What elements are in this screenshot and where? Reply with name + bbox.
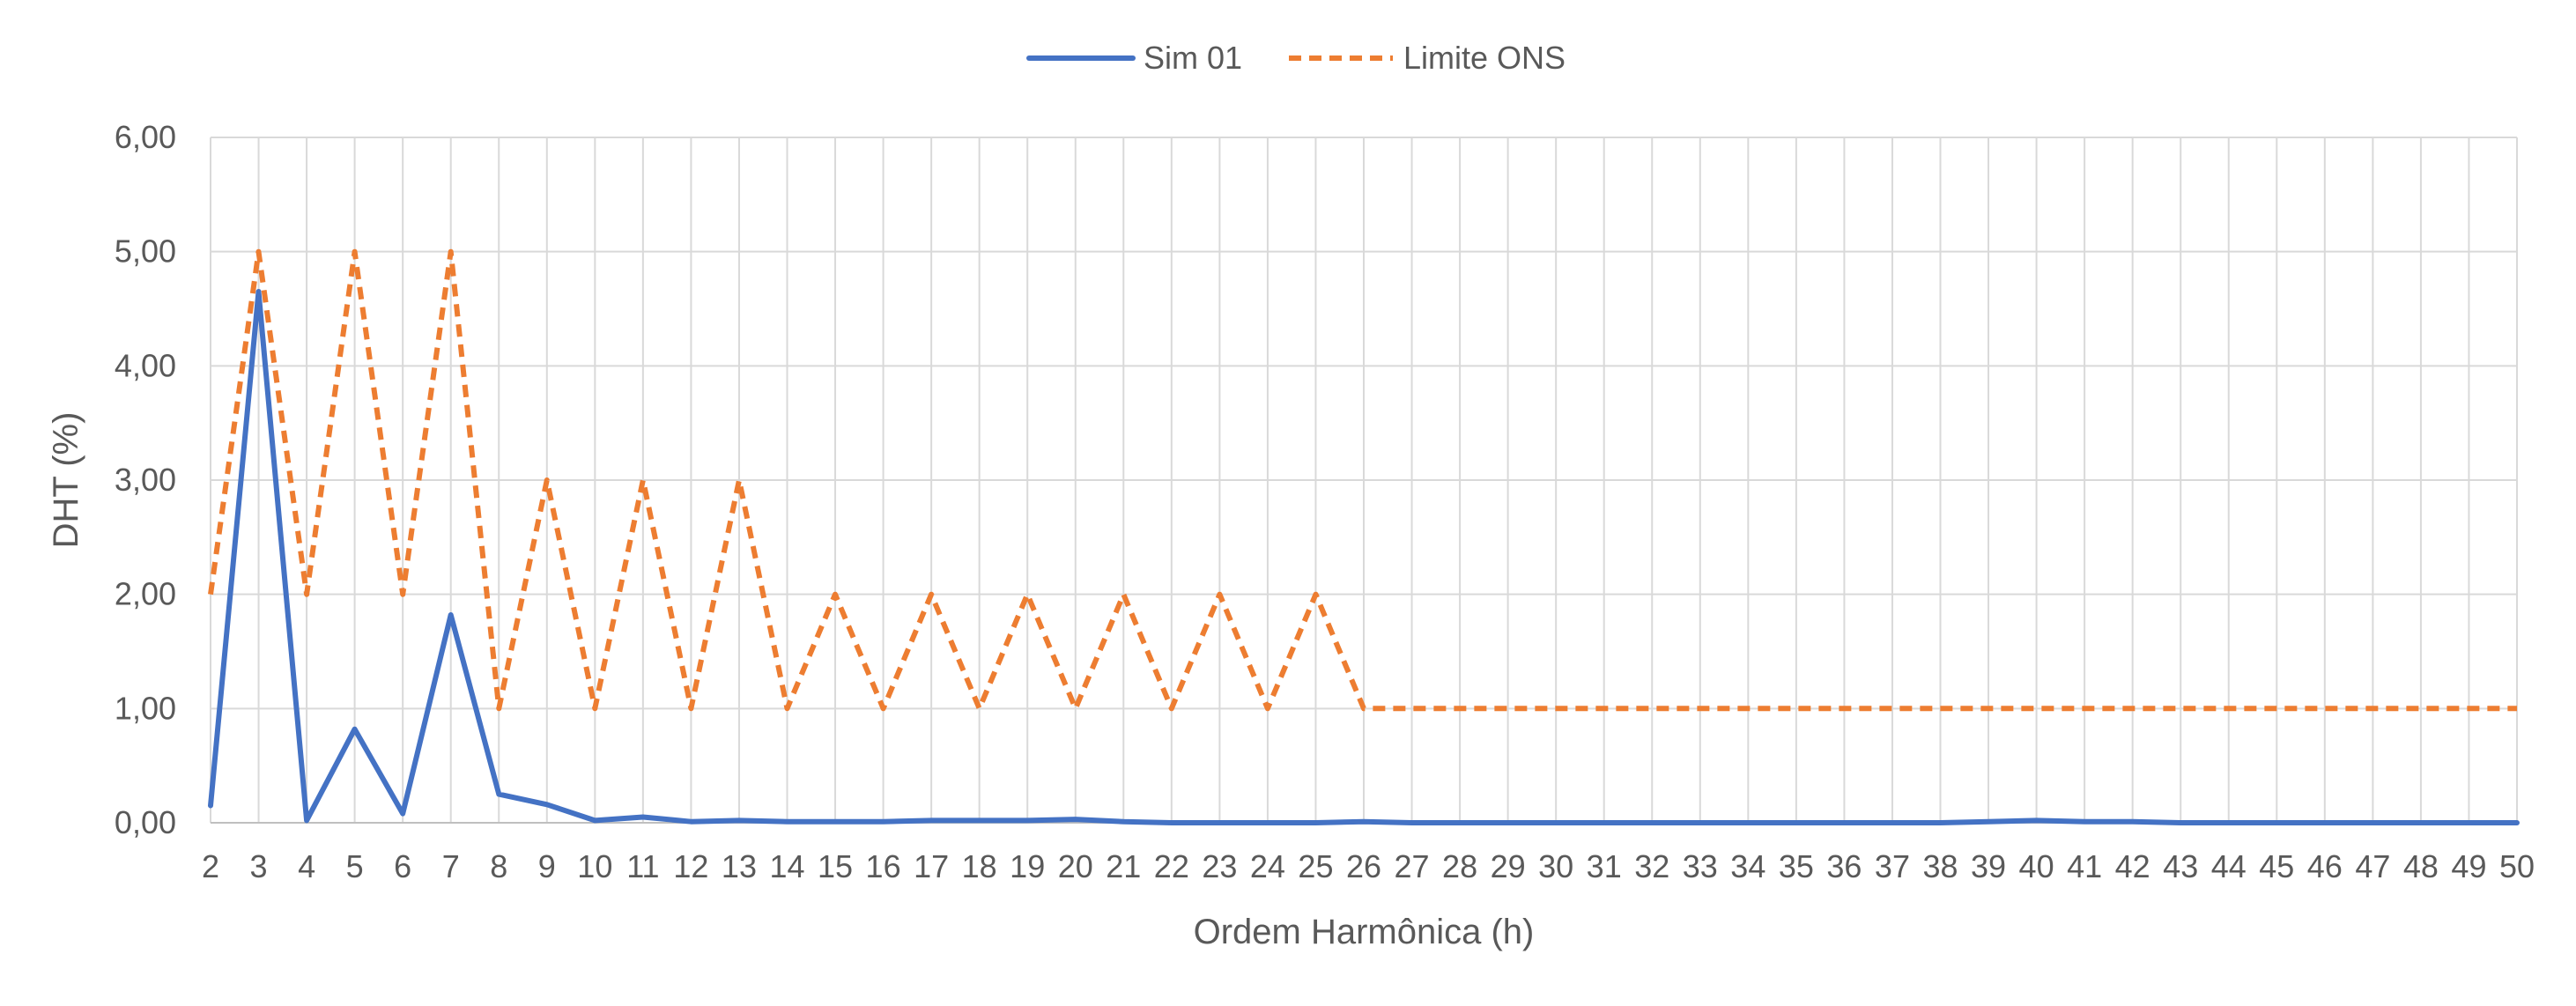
x-tick-label: 10	[577, 848, 612, 884]
x-tick-label: 40	[2019, 848, 2054, 884]
x-tick-label: 11	[626, 848, 659, 884]
x-tick-label: 46	[2307, 848, 2343, 884]
legend-label-limite-ons: Limite ONS	[1403, 40, 1566, 76]
x-tick-label: 17	[914, 848, 949, 884]
x-tick-label: 49	[2451, 848, 2486, 884]
x-tick-label: 18	[962, 848, 997, 884]
x-tick-label: 9	[538, 848, 556, 884]
x-tick-label: 39	[1971, 848, 2006, 884]
x-tick-label: 3	[250, 848, 268, 884]
y-axis-tick-labels: 0,00 1,00 2,00 3,00 4,00 5,00 6,00	[115, 119, 176, 840]
y-tick-label: 1,00	[115, 690, 176, 726]
x-tick-label: 44	[2211, 848, 2247, 884]
y-tick-label: 4,00	[115, 347, 176, 383]
y-tick-label: 2,00	[115, 576, 176, 612]
x-tick-label: 43	[2163, 848, 2198, 884]
x-tick-label: 35	[1779, 848, 1814, 884]
x-tick-label: 27	[1395, 848, 1430, 884]
x-tick-label: 24	[1250, 848, 1285, 884]
x-tick-label: 48	[2403, 848, 2439, 884]
x-tick-label: 47	[2355, 848, 2390, 884]
y-tick-label: 3,00	[115, 462, 176, 498]
y-axis-title: DHT (%)	[47, 412, 85, 549]
x-tick-label: 23	[1202, 848, 1237, 884]
x-tick-label: 7	[442, 848, 460, 884]
x-tick-label: 5	[346, 848, 364, 884]
x-tick-label: 41	[2067, 848, 2102, 884]
y-tick-label: 0,00	[115, 804, 176, 840]
x-tick-label: 4	[298, 848, 315, 884]
x-tick-label: 38	[1922, 848, 1958, 884]
x-tick-label: 33	[1683, 848, 1718, 884]
x-tick-label: 19	[1010, 848, 1045, 884]
x-tick-label: 36	[1826, 848, 1862, 884]
series-lines	[208, 248, 2520, 825]
x-tick-label: 12	[673, 848, 708, 884]
x-tick-label: 20	[1058, 848, 1093, 884]
x-tick-label: 28	[1442, 848, 1477, 884]
x-tick-label: 32	[1634, 848, 1669, 884]
x-axis-tick-labels: 2 3 4 5 6 7 8 9 10 11 12 13 14 15 16 17 18 19 20 21 22 23 24 25…	[202, 848, 2535, 884]
y-tick-label: 5,00	[115, 233, 176, 270]
x-tick-label: 50	[2499, 848, 2535, 884]
x-tick-label: 13	[722, 848, 757, 884]
x-tick-label: 42	[2115, 848, 2150, 884]
x-tick-label: 15	[818, 848, 853, 884]
x-tick-label: 22	[1154, 848, 1189, 884]
gridlines	[210, 137, 2518, 823]
x-tick-label: 26	[1346, 848, 1381, 884]
x-tick-label: 31	[1587, 848, 1622, 884]
x-tick-label: 37	[1875, 848, 1910, 884]
series-line-sim-01	[208, 289, 2520, 825]
x-tick-label: 45	[2259, 848, 2294, 884]
x-tick-label: 21	[1106, 848, 1141, 884]
x-tick-label: 34	[1730, 848, 1765, 884]
x-tick-label: 25	[1298, 848, 1333, 884]
x-tick-label: 29	[1491, 848, 1526, 884]
x-tick-label: 2	[202, 848, 219, 884]
y-tick-label: 6,00	[115, 119, 176, 155]
x-axis-title: Ordem Harmônica (h)	[1194, 913, 1535, 951]
series-line-limite-ons	[208, 248, 2517, 712]
x-tick-label: 6	[394, 848, 411, 884]
x-tick-label: 16	[866, 848, 901, 884]
x-tick-label: 8	[490, 848, 507, 884]
x-tick-label: 30	[1538, 848, 1573, 884]
x-tick-label: 14	[769, 848, 804, 884]
legend: Sim 01 Limite ONS	[1026, 40, 1566, 76]
legend-label-sim-01: Sim 01	[1144, 40, 1242, 76]
